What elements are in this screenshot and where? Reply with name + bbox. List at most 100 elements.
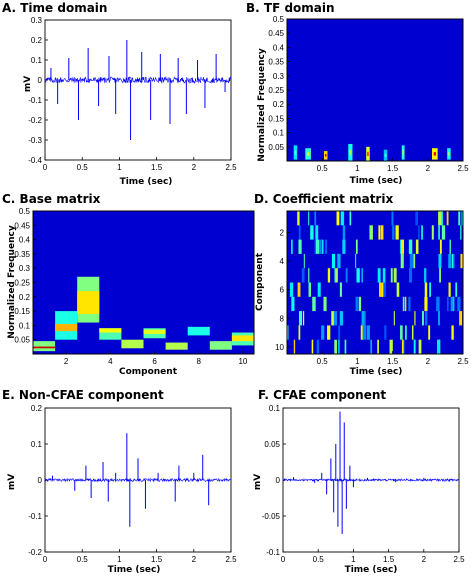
- panel-d-coefficient-stripe: [414, 311, 416, 326]
- panel-d-coefficient-stripe: [360, 325, 364, 340]
- panel-d: D. Coefficient matrix Component Time (se…: [254, 192, 469, 377]
- panel-d-coefficient-stripe: [384, 325, 387, 340]
- panel-c-ytick-label: 0.35: [14, 250, 30, 259]
- panel-d-coefficient-stripe: [377, 268, 381, 283]
- panel-f-ytick-label: 0.05: [264, 440, 280, 449]
- panel-d-coefficient-stripe: [446, 211, 449, 226]
- panel-d-coefficient-stripe: [344, 339, 347, 354]
- panel-b-ytick-label: 0.25: [268, 86, 284, 95]
- panel-d-coefficient-stripe: [340, 211, 344, 226]
- panel-d-coefficient-stripe: [302, 311, 305, 326]
- panel-d-coefficient-stripe: [301, 268, 305, 283]
- panel-a-xtick-label: 0.5: [77, 163, 89, 172]
- panel-d-coefficient-stripe: [439, 268, 441, 283]
- panel-c-xtick-label: 4: [108, 357, 113, 366]
- panel-d-coefficient-stripe: [451, 253, 453, 269]
- panel-d-coefficient-stripe: [425, 311, 428, 326]
- panel-d-coefficient-stripe: [439, 211, 443, 226]
- panel-f-signal-trace: [282, 477, 460, 483]
- panel-d-ytick-label: 8: [280, 314, 285, 323]
- panel-e-signal-trace: [44, 477, 232, 483]
- panel-b-tf-blob-core: [384, 153, 387, 158]
- panel-b-ytick-label: 0.05: [268, 143, 284, 152]
- panel-d-coefficient-stripe: [391, 211, 394, 226]
- panel-d-coefficient-stripe: [393, 311, 395, 326]
- panel-a-title: A. Time domain: [2, 1, 107, 15]
- panel-d-coefficient-stripe: [418, 225, 420, 240]
- panel-d-coefficient-stripe: [402, 296, 405, 312]
- panel-d-coefficient-stripe: [310, 225, 314, 240]
- panel-d-coefficient-stripe: [325, 239, 327, 254]
- panel-b-ytick-label: 0.45: [268, 29, 284, 38]
- panel-d-coefficient-stripe: [303, 253, 305, 269]
- panel-d-coefficient-stripe: [390, 268, 393, 283]
- panel-c-ytick-label: 0.2: [19, 293, 31, 302]
- panel-e-ytick-label: 0: [38, 476, 43, 485]
- panel-d-coefficient-stripe: [362, 325, 367, 340]
- panel-d-ytick-label: 10: [275, 343, 284, 352]
- panel-b: B. TF domain Normalized Frequency Time (…: [246, 1, 469, 186]
- panel-d-coefficient-stripe: [460, 253, 464, 269]
- panel-e-xtick-label: 1.5: [151, 555, 163, 564]
- panel-d-coefficient-stripe: [382, 268, 386, 283]
- panel-d-coefficient-stripe: [356, 268, 360, 283]
- panel-e: E. Non-CFAE component mV Time (sec) 0 0.5…: [2, 388, 237, 575]
- panel-d-coefficient-stripe: [405, 296, 407, 312]
- panel-d-coefficient-stripe: [458, 211, 461, 226]
- panel-a-xlabel: Time (sec): [120, 177, 173, 187]
- panel-b-ytick-label: 0.15: [268, 114, 284, 123]
- panel-c-ytick-label: 0.3: [19, 264, 31, 273]
- panel-b-xtick-label: 0.5: [317, 164, 329, 173]
- panel-d-coefficient-stripe: [334, 268, 337, 283]
- panel-d-coefficient-stripe: [379, 282, 382, 297]
- panel-b-tf-blob-core: [433, 152, 436, 156]
- panel-b-ytick-label: 0.4: [273, 43, 285, 52]
- panel-d-coefficient-stripe: [460, 225, 462, 240]
- panel-c-base-cell: [77, 291, 100, 314]
- panel-d-coefficient-stripe: [319, 239, 321, 254]
- panel-b-tf-blob-core: [402, 150, 404, 155]
- panel-d-coefficient-stripe: [335, 268, 338, 283]
- panel-a-ytick-label: 0.3: [31, 16, 43, 25]
- panel-d-coefficient-stripe: [399, 239, 402, 254]
- panel-b-tf-blob-core: [349, 149, 352, 156]
- panel-e-xtick-label: 2: [192, 555, 197, 564]
- panel-b-ytick-label: 0.2: [273, 100, 285, 109]
- panel-d-coefficient-stripe: [393, 268, 397, 283]
- panel-e-xlabel: Time (sec): [108, 565, 161, 575]
- panel-a-xtick-label: 1: [117, 163, 122, 172]
- panel-d-coefficient-stripe: [331, 311, 335, 326]
- panel-d-coefficient-stripe: [293, 339, 296, 354]
- panel-d-coefficient-stripe: [448, 282, 451, 297]
- panel-d-coefficient-stripe: [429, 282, 431, 297]
- panel-d-coefficient-stripe: [441, 225, 446, 240]
- panel-d-coefficient-stripe: [331, 253, 336, 269]
- panel-c-base-cell: [33, 341, 56, 352]
- panel-d-coefficient-stripe: [317, 282, 321, 297]
- panel-f-ytick-label: 0.1: [269, 404, 281, 413]
- panel-c-ytick-label: 0.5: [19, 207, 31, 216]
- panel-d-xtick-label: 1.5: [387, 357, 399, 366]
- panel-f-xtick-label: 1: [351, 555, 356, 564]
- panel-d-coefficient-stripe: [377, 339, 379, 354]
- panel-d-coefficient-stripe: [408, 296, 411, 312]
- panel-c-base-cell: [231, 335, 254, 342]
- panel-c-base-cell: [187, 326, 210, 336]
- panel-e-xtick-label: 0: [43, 555, 48, 564]
- panel-d-coefficient-stripe: [298, 325, 301, 340]
- panel-c-base-cell: [165, 342, 188, 350]
- panel-d-coefficient-stripe: [370, 339, 372, 354]
- panel-d-coefficient-stripe: [383, 282, 386, 297]
- panel-d-coefficient-stripe: [395, 225, 399, 240]
- panel-d-coefficient-stripe: [438, 311, 440, 326]
- panel-d-coefficient-stripe: [455, 282, 458, 297]
- panel-a-ytick-label: 0.2: [31, 36, 43, 45]
- panel-d-coefficient-stripe: [439, 239, 442, 254]
- panel-d-coefficient-stripe: [308, 211, 310, 226]
- panel-d-coefficient-stripe: [345, 268, 348, 283]
- panel-d-coefficient-stripe: [405, 325, 407, 340]
- panel-c-ylabel: Normalized Frequency: [7, 225, 17, 339]
- panel-d-coefficient-stripe: [422, 311, 424, 326]
- panel-d-xtick-label: 2: [426, 357, 431, 366]
